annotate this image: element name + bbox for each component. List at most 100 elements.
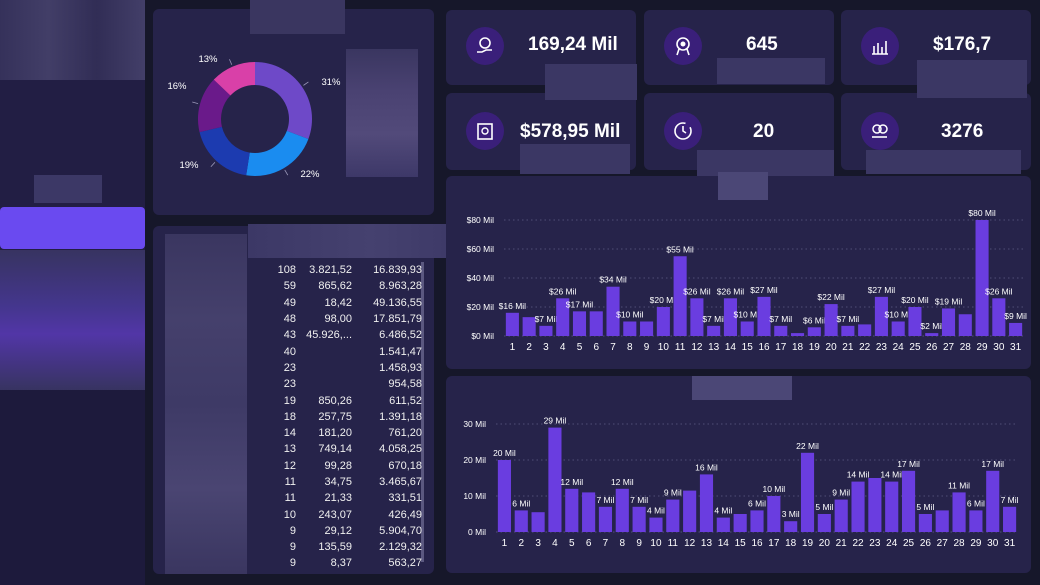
blurred-kpi-label-2 [717,58,825,84]
bar[interactable] [522,317,536,336]
bar[interactable] [539,325,553,336]
table-cell: 611,52 [389,394,422,407]
bar[interactable] [874,296,888,336]
bar[interactable] [707,325,721,336]
bar[interactable] [565,488,579,532]
blurred-nav-items[interactable] [0,250,145,390]
bar[interactable] [649,517,663,532]
table-cell: 181,20 [318,427,352,440]
bar[interactable] [716,517,730,532]
bar[interactable] [868,478,882,532]
x-tick-label: 22 [859,342,871,353]
bar[interactable] [891,321,905,337]
bar[interactable] [589,311,603,336]
bar[interactable] [986,470,1000,532]
donut-slice[interactable] [246,130,309,177]
bar[interactable] [750,510,764,532]
kpi-value-5: 20 [753,121,775,142]
table-scrollbar[interactable] [421,262,424,562]
donut-slice[interactable] [198,79,231,133]
bar[interactable] [885,481,899,532]
kpi-value-6: 3276 [941,121,984,142]
bar[interactable] [767,496,781,532]
bar[interactable] [925,333,939,336]
bar[interactable] [817,514,831,532]
bar[interactable] [673,256,687,336]
bar[interactable] [975,220,989,336]
bar[interactable] [901,470,916,532]
donut-slice[interactable] [199,126,250,176]
table-cell: 29,12 [324,524,352,537]
bar[interactable] [640,321,654,337]
bar[interactable] [969,510,983,532]
bar[interactable] [606,286,620,336]
bar[interactable] [784,521,798,532]
bar[interactable] [858,324,872,336]
table-cell: 16.839,93 [373,264,422,277]
bar[interactable] [851,481,865,532]
bar[interactable] [548,427,562,532]
table-cell: 9 [289,541,296,554]
bar[interactable] [740,321,754,337]
donut-slice[interactable] [255,62,312,139]
bar[interactable] [918,514,932,532]
x-tick-label: 14 [718,538,730,549]
bar[interactable] [992,298,1006,336]
x-tick-label: 22 [852,538,864,549]
bar[interactable] [514,510,528,532]
x-tick-label: 2 [526,342,532,353]
bar[interactable] [800,452,815,532]
bar[interactable] [1009,322,1023,336]
table-row: 23 954,58 [252,376,422,392]
bar[interactable] [690,298,704,336]
bar[interactable] [666,499,680,532]
y-tick-label: $80 Mil [467,215,495,225]
table-row: 40 1.541,47 [252,343,422,359]
bar[interactable] [757,296,771,336]
bar[interactable] [582,492,596,532]
bar[interactable] [683,490,697,532]
blurred-kpi-label-1 [545,64,637,100]
bar[interactable] [556,298,570,336]
bar[interactable] [941,308,956,336]
bar[interactable] [531,512,545,532]
data-label: 6 Mil [512,498,530,508]
bar[interactable] [497,460,511,532]
table-cell: 14 [283,427,296,440]
x-tick-label: 4 [560,342,566,353]
hand-money-icon [466,27,504,65]
nav-item-active[interactable] [0,207,145,249]
bar[interactable] [1003,506,1017,532]
bar[interactable] [834,499,848,532]
bar[interactable] [632,506,646,532]
bar[interactable] [958,314,972,336]
bar[interactable] [572,311,587,336]
bar[interactable] [774,325,788,336]
bar[interactable] [723,298,737,336]
table-row: 19 850,26 611,52 [252,392,422,408]
y-tick-label: $60 Mil [467,244,495,254]
bar[interactable] [505,312,519,336]
bar[interactable] [791,333,805,336]
bar[interactable] [615,488,629,532]
bar[interactable] [807,327,821,336]
table-cell: 40 [283,345,296,358]
bar[interactable] [952,492,966,532]
x-tick-label: 25 [909,342,921,353]
bar[interactable] [656,307,670,336]
donut-slice[interactable] [213,62,255,96]
x-tick-label: 31 [1010,342,1022,353]
x-tick-label: 7 [603,538,609,549]
y-tick-label: 30 Mil [463,419,486,429]
bar[interactable] [908,307,922,336]
x-tick-label: 15 [735,538,747,549]
bar[interactable] [935,510,949,532]
bar[interactable] [699,474,714,532]
x-tick-label: 9 [644,342,650,353]
bar[interactable] [824,304,838,336]
bar[interactable] [733,514,747,532]
bar[interactable] [623,321,637,337]
bar[interactable] [841,325,855,336]
data-label: 10 Mil [762,484,785,494]
bar[interactable] [598,506,613,532]
